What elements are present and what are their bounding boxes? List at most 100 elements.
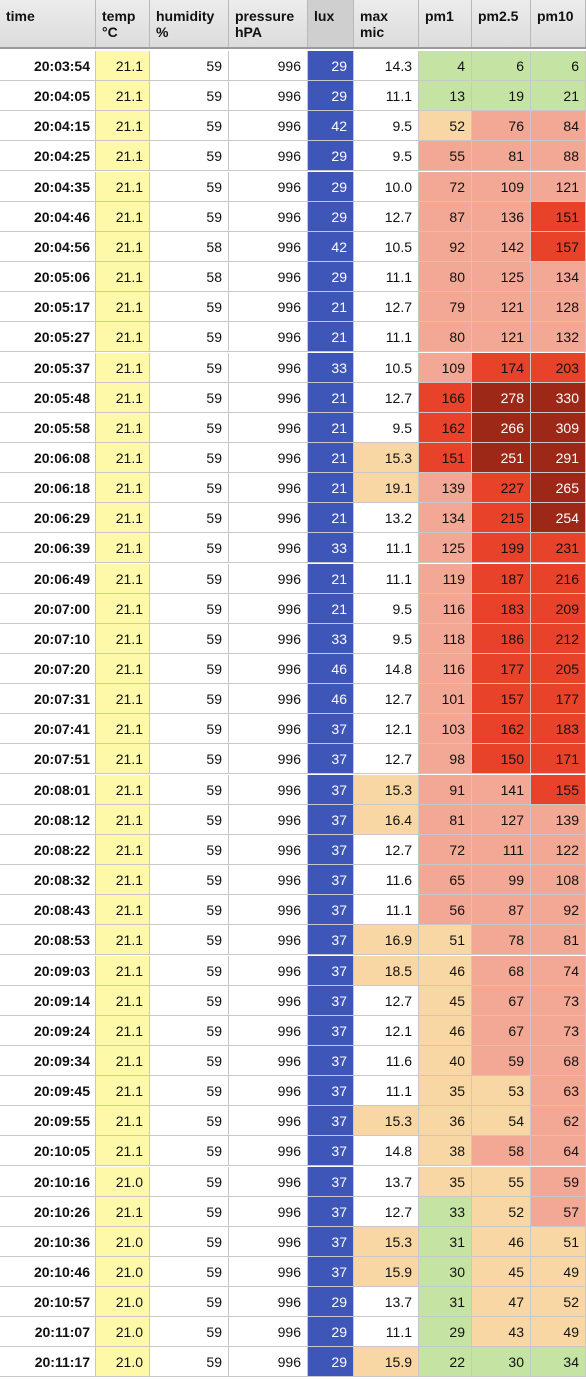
cell-pressure[interactable]: 996 bbox=[229, 1076, 308, 1107]
cell-pm1[interactable]: 56 bbox=[419, 895, 472, 926]
cell-temp[interactable]: 21.1 bbox=[96, 684, 150, 715]
cell-maxmic[interactable]: 14.8 bbox=[354, 1136, 419, 1167]
cell-pm1[interactable]: 162 bbox=[419, 412, 472, 443]
cell-humidity[interactable]: 59 bbox=[150, 382, 229, 413]
cell-pm10[interactable]: 63 bbox=[531, 1076, 586, 1107]
cell-maxmic[interactable]: 12.7 bbox=[354, 834, 419, 865]
cell-time[interactable]: 20:10:57 bbox=[0, 1287, 96, 1318]
cell-humidity[interactable]: 59 bbox=[150, 473, 229, 504]
cell-lux[interactable]: 29 bbox=[308, 171, 354, 202]
cell-pm1[interactable]: 91 bbox=[419, 774, 472, 805]
cell-time[interactable]: 20:10:26 bbox=[0, 1196, 96, 1227]
cell-temp[interactable]: 21.1 bbox=[96, 774, 150, 805]
cell-temp[interactable]: 21.1 bbox=[96, 895, 150, 926]
cell-maxmic[interactable]: 13.2 bbox=[354, 503, 419, 534]
cell-pressure[interactable]: 996 bbox=[229, 1136, 308, 1167]
cell-pm25[interactable]: 68 bbox=[472, 955, 531, 986]
cell-time[interactable]: 20:04:05 bbox=[0, 81, 96, 112]
cell-pm10[interactable]: 171 bbox=[531, 744, 586, 775]
cell-pm10[interactable]: 309 bbox=[531, 412, 586, 443]
cell-pm25[interactable]: 67 bbox=[472, 985, 531, 1016]
cell-time[interactable]: 20:07:51 bbox=[0, 744, 96, 775]
cell-pressure[interactable]: 996 bbox=[229, 503, 308, 534]
cell-lux[interactable]: 37 bbox=[308, 955, 354, 986]
cell-temp[interactable]: 21.1 bbox=[96, 834, 150, 865]
cell-pm1[interactable]: 98 bbox=[419, 744, 472, 775]
cell-pm25[interactable]: 127 bbox=[472, 804, 531, 835]
cell-pressure[interactable]: 996 bbox=[229, 171, 308, 202]
cell-temp[interactable]: 21.1 bbox=[96, 985, 150, 1016]
cell-humidity[interactable]: 59 bbox=[150, 985, 229, 1016]
cell-pm1[interactable]: 45 bbox=[419, 985, 472, 1016]
cell-time[interactable]: 20:07:00 bbox=[0, 593, 96, 624]
cell-pm10[interactable]: 209 bbox=[531, 593, 586, 624]
cell-pm10[interactable]: 92 bbox=[531, 895, 586, 926]
cell-lux[interactable]: 46 bbox=[308, 654, 354, 684]
cell-humidity[interactable]: 59 bbox=[150, 111, 229, 142]
cell-pressure[interactable]: 996 bbox=[229, 442, 308, 473]
cell-maxmic[interactable]: 15.3 bbox=[354, 1226, 419, 1257]
cell-pm10[interactable]: 177 bbox=[531, 684, 586, 715]
cell-time[interactable]: 20:10:16 bbox=[0, 1166, 96, 1197]
cell-pressure[interactable]: 996 bbox=[229, 744, 308, 775]
cell-lux[interactable]: 21 bbox=[308, 322, 354, 353]
cell-lux[interactable]: 37 bbox=[308, 1015, 354, 1046]
cell-pm10[interactable]: 52 bbox=[531, 1287, 586, 1318]
column-header-lux[interactable]: lux bbox=[308, 0, 354, 47]
cell-pm10[interactable]: 151 bbox=[531, 201, 586, 232]
cell-temp[interactable]: 21.1 bbox=[96, 804, 150, 835]
cell-pm25[interactable]: 278 bbox=[472, 382, 531, 413]
cell-pm1[interactable]: 80 bbox=[419, 262, 472, 293]
cell-lux[interactable]: 37 bbox=[308, 834, 354, 865]
cell-lux[interactable]: 29 bbox=[308, 1317, 354, 1348]
cell-maxmic[interactable]: 10.5 bbox=[354, 352, 419, 383]
cell-maxmic[interactable]: 15.3 bbox=[354, 442, 419, 473]
cell-pm1[interactable]: 36 bbox=[419, 1106, 472, 1137]
cell-temp[interactable]: 21.1 bbox=[96, 1196, 150, 1227]
cell-pm1[interactable]: 55 bbox=[419, 141, 472, 172]
cell-temp[interactable]: 21.0 bbox=[96, 1287, 150, 1318]
cell-pm25[interactable]: 199 bbox=[472, 533, 531, 564]
cell-humidity[interactable]: 59 bbox=[150, 1317, 229, 1348]
cell-pressure[interactable]: 996 bbox=[229, 231, 308, 262]
cell-humidity[interactable]: 59 bbox=[150, 322, 229, 353]
column-header-pm10[interactable]: pm10 bbox=[531, 0, 586, 47]
cell-pm10[interactable]: 121 bbox=[531, 171, 586, 202]
cell-pm10[interactable]: 157 bbox=[531, 231, 586, 262]
cell-maxmic[interactable]: 10.5 bbox=[354, 231, 419, 262]
cell-lux[interactable]: 21 bbox=[308, 292, 354, 323]
cell-pm10[interactable]: 139 bbox=[531, 804, 586, 835]
column-header-humidity[interactable]: humidity % bbox=[150, 0, 229, 47]
cell-maxmic[interactable]: 11.1 bbox=[354, 1317, 419, 1348]
cell-pm25[interactable]: 141 bbox=[472, 774, 531, 805]
cell-temp[interactable]: 21.1 bbox=[96, 714, 150, 745]
cell-pm1[interactable]: 116 bbox=[419, 654, 472, 684]
cell-temp[interactable]: 21.1 bbox=[96, 111, 150, 142]
cell-humidity[interactable]: 59 bbox=[150, 1136, 229, 1167]
cell-lux[interactable]: 29 bbox=[308, 1347, 354, 1378]
cell-humidity[interactable]: 59 bbox=[150, 744, 229, 775]
cell-lux[interactable]: 46 bbox=[308, 684, 354, 715]
cell-pm1[interactable]: 116 bbox=[419, 593, 472, 624]
cell-pressure[interactable]: 996 bbox=[229, 895, 308, 926]
cell-pm25[interactable]: 136 bbox=[472, 201, 531, 232]
cell-pm10[interactable]: 64 bbox=[531, 1136, 586, 1167]
cell-temp[interactable]: 21.1 bbox=[96, 412, 150, 443]
cell-maxmic[interactable]: 14.8 bbox=[354, 654, 419, 684]
cell-maxmic[interactable]: 19.1 bbox=[354, 473, 419, 504]
cell-pm1[interactable]: 118 bbox=[419, 623, 472, 654]
cell-time[interactable]: 20:07:41 bbox=[0, 714, 96, 745]
cell-pm10[interactable]: 73 bbox=[531, 1015, 586, 1046]
cell-time[interactable]: 20:04:35 bbox=[0, 171, 96, 202]
cell-humidity[interactable]: 59 bbox=[150, 201, 229, 232]
cell-pm25[interactable]: 111 bbox=[472, 834, 531, 865]
cell-pm1[interactable]: 101 bbox=[419, 684, 472, 715]
cell-pm10[interactable]: 291 bbox=[531, 442, 586, 473]
cell-pressure[interactable]: 996 bbox=[229, 593, 308, 624]
cell-lux[interactable]: 33 bbox=[308, 352, 354, 383]
cell-time[interactable]: 20:10:36 bbox=[0, 1226, 96, 1257]
cell-pm1[interactable]: 92 bbox=[419, 231, 472, 262]
cell-pressure[interactable]: 996 bbox=[229, 985, 308, 1016]
cell-humidity[interactable]: 59 bbox=[150, 1015, 229, 1046]
cell-pressure[interactable]: 996 bbox=[229, 925, 308, 956]
